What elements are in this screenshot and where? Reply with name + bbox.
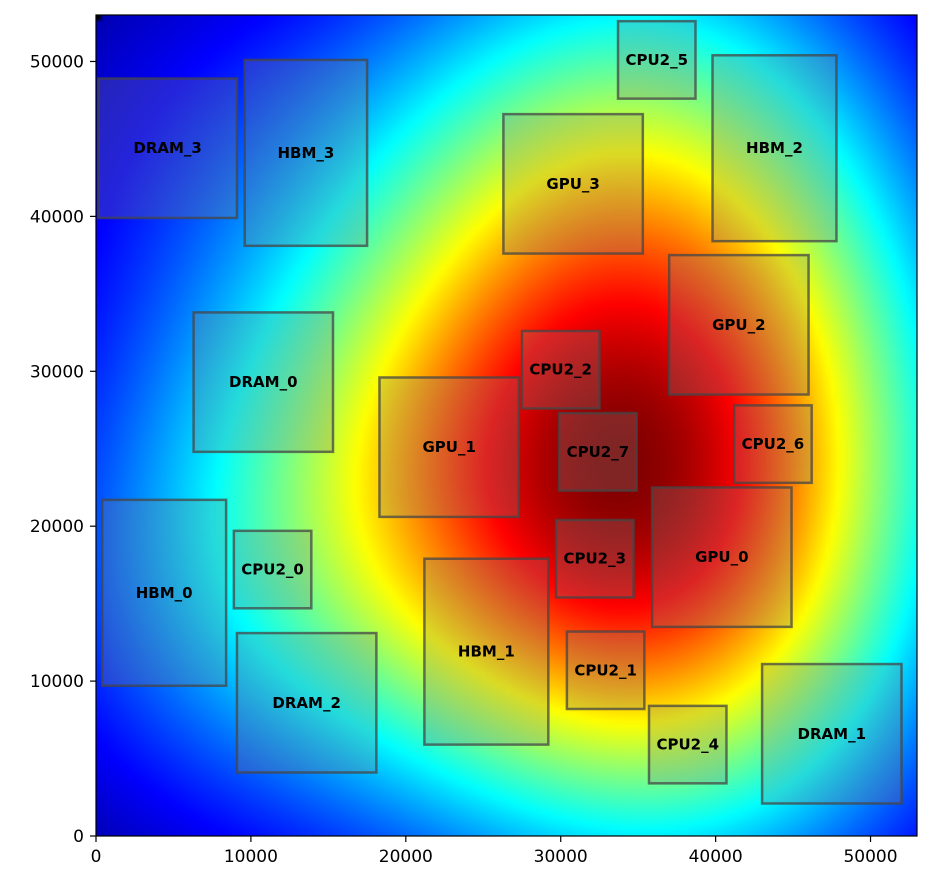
block-label: HBM_2: [746, 139, 803, 157]
x-tick-label: 10000: [224, 847, 278, 867]
plot-frame: [95, 14, 918, 837]
block-cpu2-3: CPU2_3: [554, 518, 635, 599]
block-cpu2-1: CPU2_1: [565, 630, 646, 711]
block-rect: [711, 54, 838, 243]
block-label: CPU2_6: [742, 435, 805, 453]
block-label: DRAM_0: [229, 373, 297, 391]
block-gpu-3: GPU_3: [502, 112, 645, 255]
block-label: CPU2_7: [567, 443, 630, 461]
block-rect: [650, 486, 793, 629]
block-hbm-3: HBM_3: [243, 58, 369, 248]
block-rect: [616, 19, 697, 100]
block-cpu2-6: CPU2_6: [732, 404, 813, 485]
block-cpu2-7: CPU2_7: [557, 411, 638, 492]
block-label: DRAM_1: [798, 725, 866, 743]
plot-area: DRAM_3 HBM_3 CPU2_5 GPU_3 HBM_2 GPU_2 DRAM_0 CP…: [95, 14, 918, 837]
y-axis: 0 10000 20000 30000 40000 50000: [30, 52, 96, 847]
block-rect: [235, 631, 378, 774]
block-label: HBM_3: [277, 144, 334, 162]
block-hbm-1: HBM_1: [423, 557, 550, 746]
y-tick-label: 30000: [30, 362, 84, 382]
block-label: DRAM_2: [272, 694, 340, 712]
block-gpu-1: GPU_1: [378, 376, 521, 519]
block-label: GPU_1: [422, 438, 475, 456]
block-cpu2-0: CPU2_0: [232, 529, 313, 610]
block-label: CPU2_0: [241, 561, 304, 579]
block-label: HBM_1: [458, 643, 515, 661]
block-rect: [192, 311, 335, 454]
y-tick-label: 10000: [30, 672, 84, 692]
x-tick-label: 40000: [689, 847, 743, 867]
block-label: CPU2_3: [564, 550, 627, 568]
y-tick-label: 40000: [30, 207, 84, 227]
block-cpu2-5: CPU2_5: [616, 19, 697, 100]
block-label: GPU_2: [712, 316, 765, 334]
blocks-layer: DRAM_3 HBM_3 CPU2_5 GPU_3 HBM_2 GPU_2 DRAM_0 CP…: [97, 19, 903, 805]
x-axis: 0 10000 20000 30000 40000 50000: [91, 836, 898, 867]
block-rect: [667, 253, 810, 396]
block-rect: [502, 112, 645, 255]
block-label: GPU_3: [546, 175, 599, 193]
block-dram-2: DRAM_2: [235, 631, 378, 774]
block-dram-0: DRAM_0: [192, 311, 335, 454]
block-label: HBM_0: [136, 584, 193, 602]
block-hbm-2: HBM_2: [711, 54, 838, 243]
x-tick-label: 0: [91, 847, 102, 867]
block-label: CPU2_2: [529, 361, 592, 379]
block-label: GPU_0: [695, 548, 748, 566]
block-rect: [565, 630, 646, 711]
block-dram-1: DRAM_1: [760, 662, 903, 805]
block-rect: [520, 329, 601, 410]
block-rect: [243, 58, 369, 248]
block-label: DRAM_3: [133, 139, 201, 157]
y-tick-label: 20000: [30, 517, 84, 537]
heatmap-field: [96, 15, 917, 836]
x-tick-label: 50000: [843, 847, 897, 867]
block-cpu2-4: CPU2_4: [647, 704, 728, 785]
block-rect: [554, 518, 635, 599]
block-rect: [732, 404, 813, 485]
block-rect: [232, 529, 313, 610]
block-rect: [97, 77, 239, 220]
block-hbm-0: HBM_0: [100, 498, 228, 687]
y-tick-label: 50000: [30, 52, 84, 72]
x-tick-label: 30000: [534, 847, 588, 867]
block-rect: [647, 704, 728, 785]
block-rect: [557, 411, 638, 492]
y-tick-label: 0: [73, 827, 84, 847]
block-rect: [760, 662, 903, 805]
block-label: CPU2_5: [625, 51, 688, 69]
block-rect: [100, 498, 228, 687]
block-gpu-0: GPU_0: [650, 486, 793, 629]
block-label: CPU2_1: [574, 661, 637, 679]
block-label: CPU2_4: [656, 736, 719, 754]
block-gpu-2: GPU_2: [667, 253, 810, 396]
block-dram-3: DRAM_3: [97, 77, 239, 220]
block-rect: [423, 557, 550, 746]
block-cpu2-2: CPU2_2: [520, 329, 601, 410]
block-rect: [378, 376, 521, 519]
x-tick-label: 20000: [379, 847, 433, 867]
